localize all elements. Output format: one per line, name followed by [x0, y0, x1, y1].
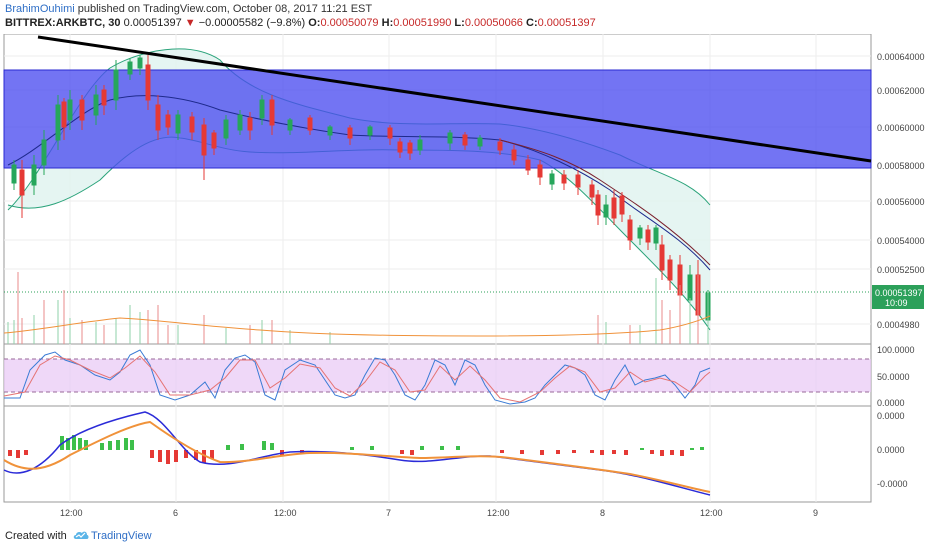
macd-tick-label: 0.0000	[877, 445, 905, 455]
open-label: O:	[308, 17, 321, 29]
time-tick-label: 12:00	[487, 508, 510, 518]
candlesticks	[11, 55, 711, 325]
macd-pane[interactable]	[3, 405, 872, 503]
author-link[interactable]: BrahimOuhimi	[5, 3, 75, 15]
time-tick-label: 12:00	[700, 508, 723, 518]
time-axis[interactable]: 12:00 6 12:00 7 12:00 8 12:00 9	[60, 508, 818, 518]
price-tick-label: 0.0004980	[877, 320, 920, 330]
stochastic-band	[4, 359, 871, 392]
low-label: L:	[454, 17, 465, 29]
stochastic-tick-label: 0.0000	[877, 398, 905, 408]
macd-signal-line	[3, 420, 711, 493]
moving-average-line	[499, 139, 711, 266]
change-arrow-icon: ▼	[184, 17, 196, 29]
stochastic-tick-label: 100.0000	[877, 345, 915, 355]
last-price-tag-value: 0.00051397	[875, 288, 923, 298]
tradingview-cloud-icon[interactable]	[72, 527, 90, 543]
open-value: 0.00050079	[320, 17, 379, 29]
symbol-label[interactable]: BITTREX:ARKBTC, 30	[5, 17, 121, 29]
price-axis[interactable]: 0.00064000 0.00062000 0.00060000 0.00058…	[877, 52, 925, 330]
time-tick-label: 7	[386, 508, 391, 518]
chart-header: BrahimOuhimi published on TradingView.co…	[0, 0, 932, 34]
published-text: published on TradingView.com, October 08…	[77, 3, 373, 15]
price-tick-label: 0.00054000	[877, 236, 925, 246]
macd-tick-label: -0.0000	[877, 479, 908, 489]
candle-countdown: 10:09	[885, 298, 908, 308]
volume-ma-line	[3, 315, 711, 337]
publish-line: BrahimOuhimi published on TradingView.co…	[5, 3, 372, 15]
price-tick-label: 0.00060000	[877, 123, 925, 133]
descending-trendline[interactable]	[37, 35, 872, 163]
time-tick-label: 12:00	[60, 508, 83, 518]
price-tick-label: 0.00056000	[877, 197, 925, 207]
time-tick-label: 9	[813, 508, 818, 518]
high-value: 0.00051990	[393, 17, 452, 29]
time-tick-label: 8	[600, 508, 605, 518]
created-with-label: Created with	[5, 530, 67, 542]
price-tick-label: 0.00058000	[877, 161, 925, 171]
low-value: 0.00050066	[464, 17, 523, 29]
footer: Created with TradingView	[0, 522, 932, 550]
macd-tick-label: 0.0000	[877, 411, 905, 421]
stochastic-tick-label: 50.0000	[877, 372, 910, 382]
resistance-zone[interactable]	[3, 69, 872, 169]
stochastic-d-line	[3, 355, 711, 403]
stochastic-k-line	[4, 349, 711, 405]
price-tick-label: 0.00062000	[877, 86, 925, 96]
close-label: C:	[526, 17, 538, 29]
last-price: 0.00051397	[123, 17, 182, 29]
close-value: 0.00051397	[537, 17, 596, 29]
time-tick-label: 6	[173, 508, 178, 518]
time-tick-label: 12:00	[274, 508, 297, 518]
last-price-tag	[872, 285, 924, 309]
price-tick-label: 0.00052500	[877, 265, 925, 275]
tradingview-link[interactable]: TradingView	[91, 530, 152, 542]
change-value: −0.00005582 (−9.8%)	[198, 17, 306, 29]
chart-canvas[interactable]: 0.00064000 0.00062000 0.00060000 0.00058…	[0, 34, 932, 522]
ohlc-line: BITTREX:ARKBTC, 30 0.00051397 ▼ −0.00005…	[5, 17, 596, 29]
high-label: H:	[381, 17, 394, 29]
price-tick-label: 0.00064000	[877, 52, 925, 62]
